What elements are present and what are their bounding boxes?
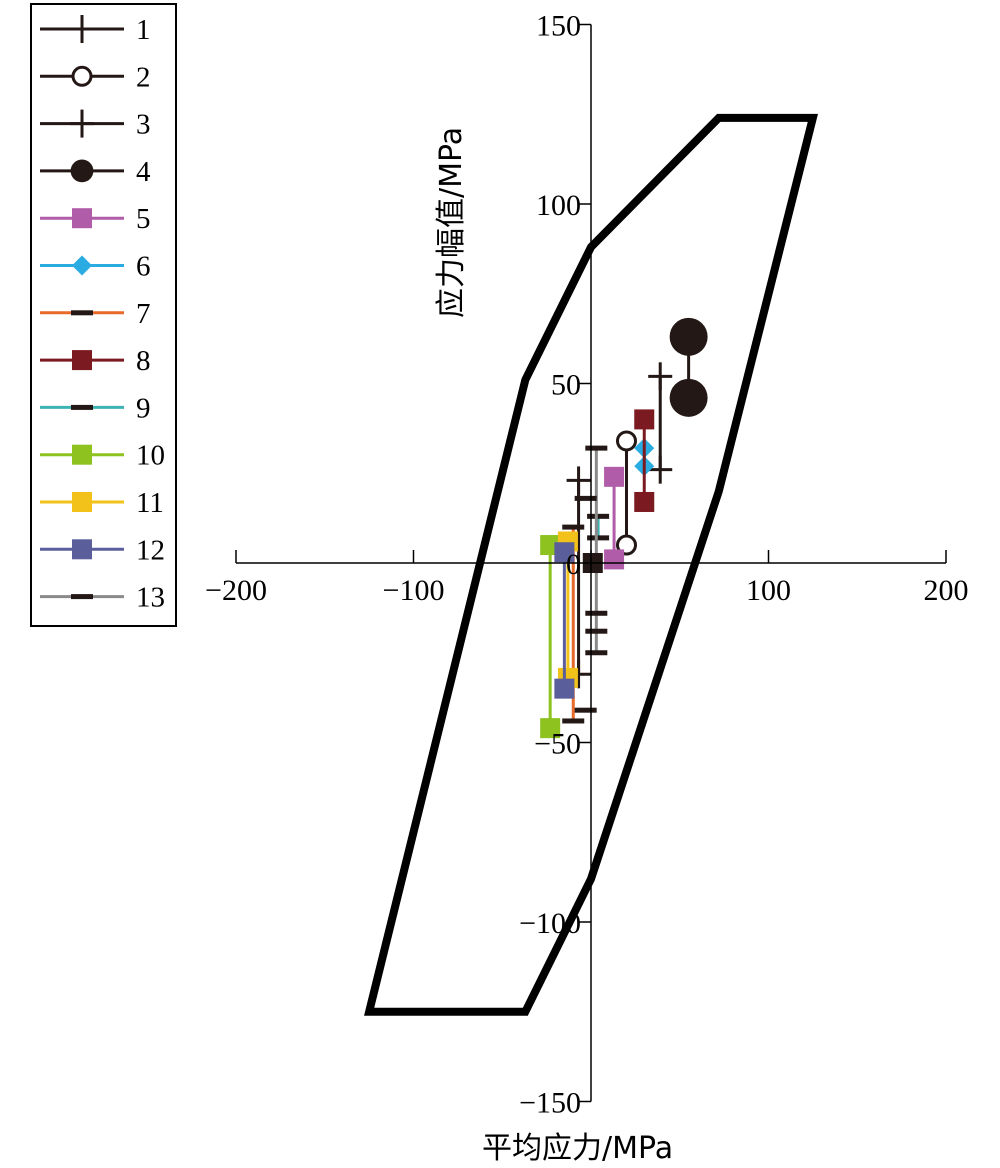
envelope-polygon: [364, 113, 819, 1016]
legend-item-4: 4: [40, 156, 151, 188]
legend-item-7: 7: [40, 298, 151, 330]
y-axis-title: 应力幅值/MPa: [434, 127, 469, 318]
series-8: [634, 409, 655, 512]
legend-label: 12: [136, 534, 165, 566]
legend-label: 1: [136, 14, 151, 46]
legend-label: 7: [136, 298, 151, 330]
extra-marker-point: [585, 610, 608, 616]
legend-marker: [71, 594, 93, 600]
series-12-point: [554, 542, 575, 563]
series-5-point: [604, 549, 625, 570]
series-4: [669, 317, 708, 417]
y-tick-label: 150: [536, 10, 581, 43]
legend-marker: [70, 159, 94, 183]
legend-marker: [71, 65, 93, 87]
legend-marker: [70, 109, 94, 138]
series-10-point: [540, 718, 561, 739]
plot-area: [364, 113, 819, 1016]
series-7-point: [562, 524, 585, 530]
legend-marker: [72, 444, 92, 465]
series-9: [587, 513, 610, 541]
y-tick-label: −100: [519, 907, 581, 940]
series-4-point: [669, 317, 708, 356]
series-3-point: [648, 455, 673, 484]
series-1-point: [566, 466, 591, 495]
legend-label: 5: [136, 203, 151, 235]
legend-label: 4: [136, 156, 151, 188]
legend-item-12: 12: [40, 534, 165, 566]
series-13: [585, 445, 608, 656]
series-13-point: [585, 445, 608, 451]
legend-label: 3: [136, 109, 151, 141]
series-4-point: [669, 378, 708, 417]
legend-box: [30, 3, 177, 627]
legend-item-5: 5: [40, 203, 151, 235]
legend-marker: [71, 404, 93, 410]
extra-marker-point: [585, 628, 608, 634]
series-2-point: [616, 430, 637, 452]
series-9-point: [587, 513, 610, 519]
x-tick-label: 100: [746, 574, 791, 607]
series-10: [540, 535, 561, 739]
legend-item-8: 8: [40, 345, 151, 377]
series-3-point: [648, 362, 673, 391]
legend-label: 9: [136, 392, 151, 424]
legend-item-1: 1: [40, 14, 151, 46]
series-5: [604, 466, 625, 570]
series-3: [648, 362, 673, 484]
legend-marker: [72, 208, 92, 229]
legend-item-3: 3: [40, 109, 151, 141]
legend-item-10: 10: [40, 440, 165, 472]
series-12-point: [554, 678, 575, 699]
series-13-point: [585, 650, 608, 656]
extra-markers: [574, 495, 608, 713]
legend-item-13: 13: [40, 582, 165, 614]
legend-marker: [71, 310, 93, 316]
y-tick-label: 50: [551, 369, 581, 402]
legend-item-2: 2: [40, 61, 151, 93]
x-tick-label: −200: [205, 574, 267, 607]
series-2: [616, 430, 637, 556]
series-9-point: [587, 535, 610, 541]
legend-label: 11: [136, 487, 164, 519]
legend-marker: [72, 350, 92, 371]
legend-item-9: 9: [40, 392, 151, 424]
x-tick-label: 200: [924, 574, 969, 607]
extra-marker-point: [574, 707, 597, 713]
extra-marker-point: [574, 495, 597, 501]
series-7-point: [562, 718, 585, 724]
legend-label: 13: [136, 582, 165, 614]
series-8-point: [634, 409, 655, 430]
legend-marker: [72, 492, 92, 512]
legend-marker: [72, 539, 92, 560]
legend-marker: [70, 15, 94, 43]
x-axis-title: 平均应力/MPa: [482, 1131, 673, 1166]
series-12: [554, 542, 575, 699]
legend-label: 10: [136, 440, 165, 472]
axes: −200 −100 100 200 −150 −100 −50 0 50 100 150: [205, 10, 968, 1120]
y-tick-label: −150: [519, 1087, 581, 1120]
legend-marker: [72, 255, 92, 276]
y-tick-label: 0: [566, 548, 581, 581]
x-tick-label: −100: [383, 574, 445, 607]
legend-label: 8: [136, 345, 151, 377]
y-tick-label: 100: [536, 189, 581, 222]
y-tick-label: −50: [534, 728, 581, 761]
legend-label: 2: [136, 61, 151, 93]
legend-item-6: 6: [40, 251, 151, 283]
series-5-point: [604, 466, 625, 487]
series-8-point: [634, 491, 655, 512]
legend-label: 6: [136, 251, 151, 283]
legend-item-11: 11: [40, 487, 164, 519]
